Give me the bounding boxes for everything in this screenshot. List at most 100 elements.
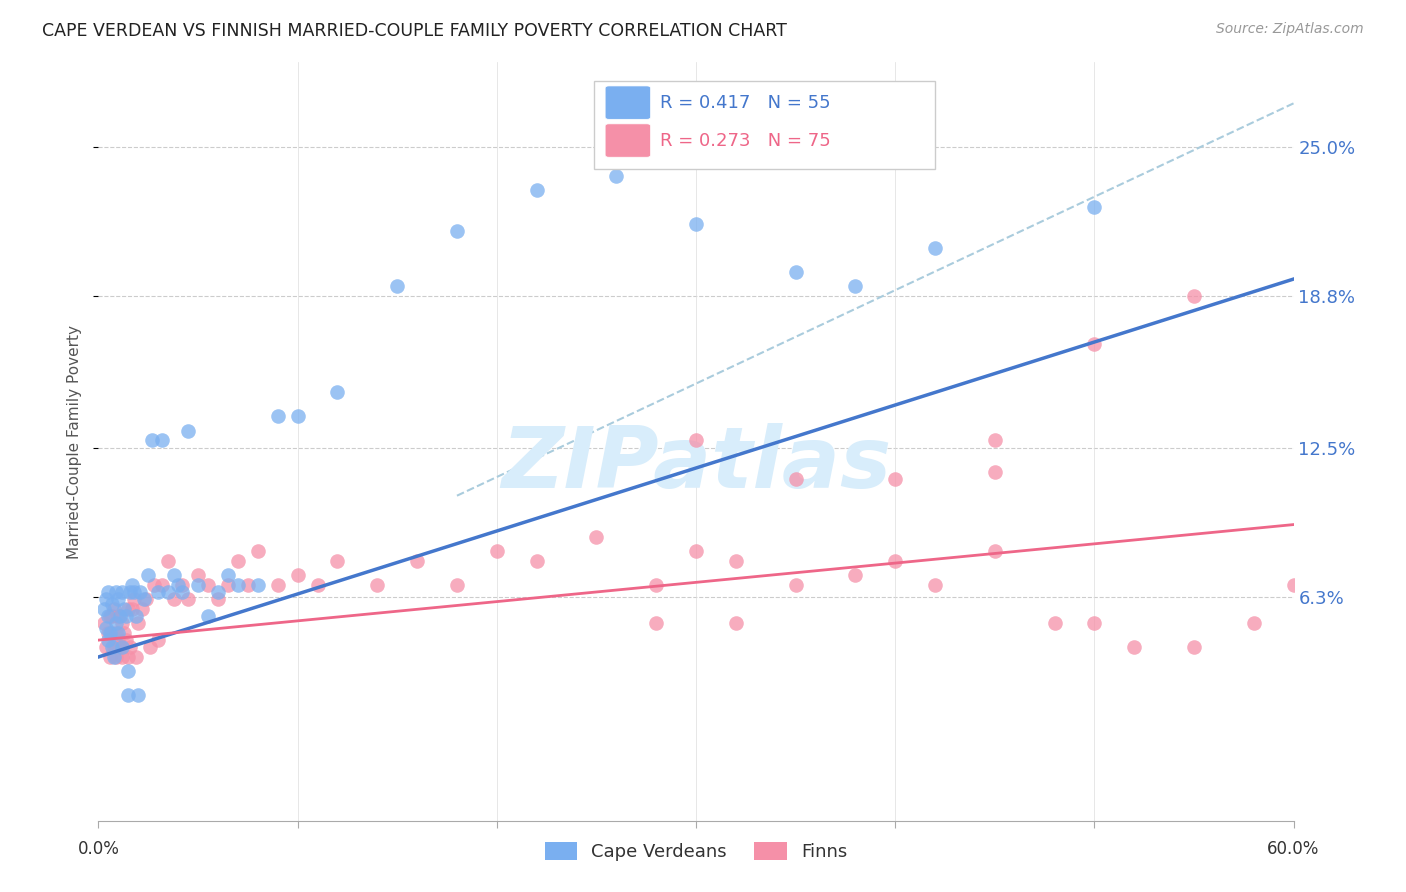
Point	[97, 633, 120, 648]
Point	[97, 626, 120, 640]
Point	[97, 609, 120, 624]
Point	[1043, 616, 1066, 631]
Point	[101, 640, 124, 655]
Point	[924, 578, 946, 592]
Point	[724, 616, 747, 631]
Point	[246, 544, 269, 558]
Point	[884, 554, 907, 568]
Point	[785, 265, 807, 279]
Point	[101, 597, 124, 611]
Point	[105, 616, 128, 631]
Point	[844, 279, 866, 293]
Text: R = 0.273   N = 75: R = 0.273 N = 75	[661, 131, 831, 150]
Point	[226, 554, 249, 568]
Point	[143, 578, 166, 592]
Point	[585, 530, 607, 544]
Point	[1182, 640, 1205, 655]
Point	[120, 640, 142, 655]
Point	[1083, 337, 1105, 351]
Point	[326, 385, 349, 400]
Point	[172, 585, 194, 599]
Point	[136, 568, 159, 582]
Point	[101, 609, 124, 624]
Point	[246, 578, 269, 592]
Point	[148, 633, 170, 648]
Point	[267, 578, 290, 592]
Point	[98, 609, 122, 624]
Point	[167, 578, 190, 592]
Point	[163, 592, 186, 607]
Point	[105, 650, 128, 665]
Point	[526, 554, 548, 568]
Point	[1123, 640, 1146, 655]
Point	[110, 609, 132, 624]
Point	[96, 592, 118, 607]
Point	[96, 621, 118, 635]
Point	[217, 578, 239, 592]
Point	[1282, 578, 1305, 592]
Point	[1243, 616, 1265, 631]
Point	[107, 626, 129, 640]
Point	[103, 640, 125, 655]
Point	[685, 217, 707, 231]
Point	[117, 665, 139, 679]
Point	[125, 609, 148, 624]
Point	[526, 183, 548, 197]
Point	[984, 465, 1007, 479]
Point	[197, 578, 219, 592]
Point	[93, 602, 115, 616]
Point	[117, 689, 139, 703]
Point	[226, 578, 249, 592]
Point	[150, 434, 173, 448]
Text: Source: ZipAtlas.com: Source: ZipAtlas.com	[1216, 22, 1364, 37]
Point	[117, 650, 139, 665]
Point	[485, 544, 508, 558]
Point	[406, 554, 429, 568]
Point	[97, 585, 120, 599]
Point	[110, 640, 132, 655]
Point	[157, 585, 180, 599]
Point	[129, 585, 152, 599]
Point	[107, 633, 129, 648]
Point	[150, 578, 173, 592]
Point	[111, 585, 134, 599]
Point	[177, 424, 200, 438]
Point	[844, 568, 866, 582]
Point	[307, 578, 329, 592]
Point	[446, 224, 468, 238]
FancyBboxPatch shape	[605, 124, 651, 157]
Point	[884, 472, 907, 486]
Point	[111, 650, 134, 665]
Point	[98, 626, 122, 640]
Point	[135, 592, 157, 607]
Point	[148, 585, 170, 599]
Point	[121, 578, 143, 592]
Point	[984, 434, 1007, 448]
Point	[141, 434, 163, 448]
Point	[112, 602, 135, 616]
FancyBboxPatch shape	[605, 86, 651, 120]
Point	[1083, 616, 1105, 631]
Point	[98, 650, 122, 665]
Text: 0.0%: 0.0%	[77, 840, 120, 858]
Point	[645, 578, 668, 592]
Point	[924, 241, 946, 255]
Point	[385, 279, 409, 293]
Point	[785, 472, 807, 486]
Point	[124, 585, 146, 599]
Point	[1182, 289, 1205, 303]
Legend: Cape Verdeans, Finns: Cape Verdeans, Finns	[537, 835, 855, 869]
Point	[605, 169, 627, 183]
Point	[93, 616, 115, 631]
Text: CAPE VERDEAN VS FINNISH MARRIED-COUPLE FAMILY POVERTY CORRELATION CHART: CAPE VERDEAN VS FINNISH MARRIED-COUPLE F…	[42, 22, 787, 40]
Point	[645, 616, 668, 631]
Point	[685, 544, 707, 558]
Point	[112, 626, 135, 640]
Point	[207, 592, 229, 607]
Point	[287, 568, 309, 582]
Point	[139, 640, 162, 655]
Point	[107, 592, 129, 607]
Point	[105, 626, 128, 640]
Point	[101, 626, 124, 640]
Point	[685, 434, 707, 448]
